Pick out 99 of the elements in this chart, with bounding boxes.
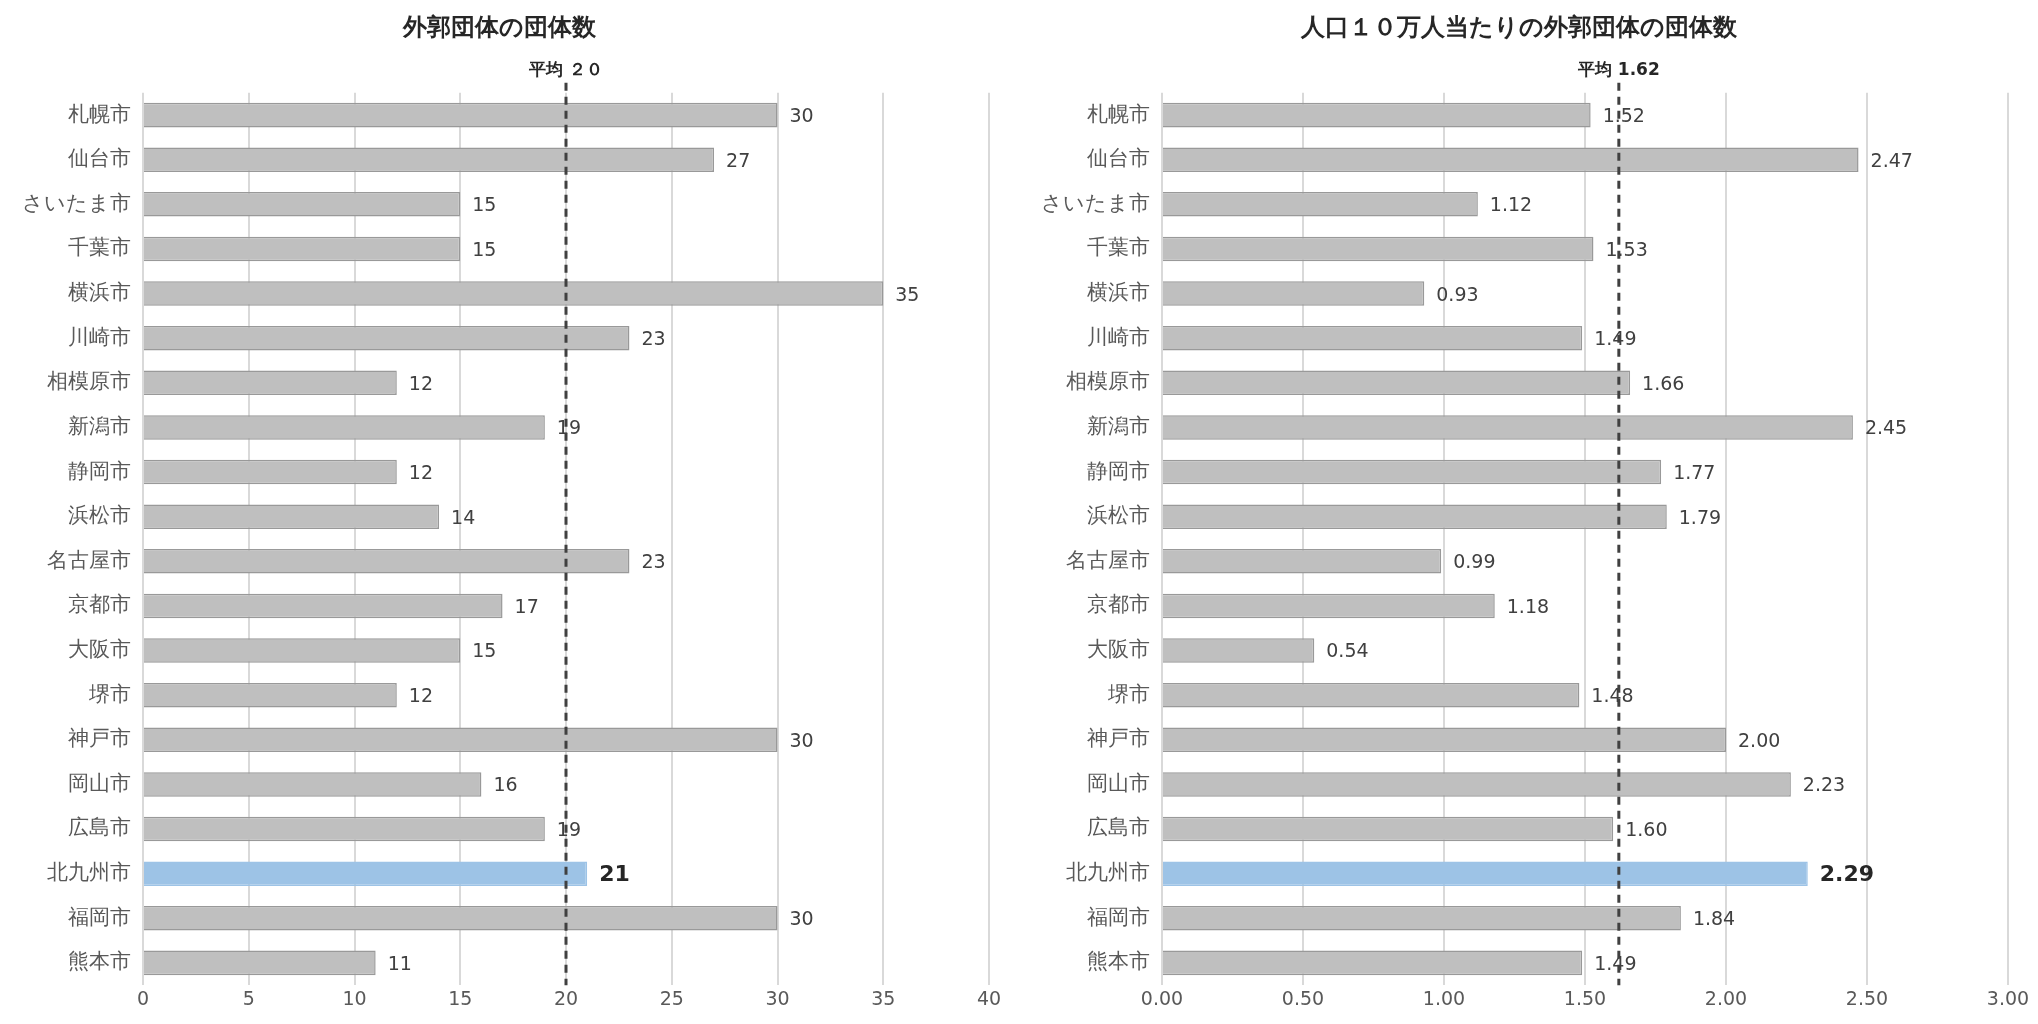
data-label: 30 (789, 907, 814, 930)
data-label: 30 (789, 104, 814, 127)
y-tick-label: さいたま市 (1041, 190, 1150, 215)
y-tick-label: 堺市 (88, 681, 131, 706)
y-tick-label: 名古屋市 (47, 547, 131, 572)
data-label: 1.48 (1591, 684, 1634, 707)
y-tick-label: 堺市 (1107, 681, 1150, 706)
data-label: 1.60 (1625, 817, 1668, 840)
data-label: 23 (641, 327, 666, 350)
data-label: 0.99 (1453, 550, 1496, 573)
y-tick-label: 札幌市 (1087, 101, 1150, 126)
y-tick-label: 千葉市 (68, 235, 131, 260)
y-tick-label: 札幌市 (68, 101, 131, 126)
y-tick-label: 岡山市 (68, 770, 131, 795)
y-tick-label: 神戸市 (1087, 726, 1150, 751)
y-tick-label: 仙台市 (68, 146, 131, 171)
data-label: 15 (472, 193, 497, 216)
y-tick-label: 岡山市 (1087, 770, 1150, 795)
x-tick-label: 0.00 (1140, 986, 1184, 1009)
y-tick-label: 神戸市 (68, 726, 131, 751)
data-label: 14 (451, 505, 476, 528)
x-tick-label: 1.50 (1563, 986, 1607, 1009)
ref-line-label: 平均 ２０ (528, 58, 603, 79)
y-tick-label: 川崎市 (68, 324, 131, 349)
data-label: 15 (472, 237, 497, 260)
data-label: 16 (493, 773, 518, 796)
y-tick-label: 広島市 (68, 815, 131, 840)
y-tick-label: 名古屋市 (1066, 547, 1150, 572)
y-tick-label: 相模原市 (47, 369, 131, 394)
y-tick-label: 仙台市 (1087, 146, 1150, 171)
ref-line-label: 平均 1.62 (1576, 58, 1660, 79)
y-tick-label: 千葉市 (1087, 235, 1150, 260)
data-label: 21 (599, 861, 630, 887)
data-label: 1.66 (1642, 371, 1685, 394)
data-label: 30 (789, 728, 814, 751)
data-label: 15 (472, 639, 497, 662)
data-label: 2.47 (1870, 148, 1913, 171)
y-tick-label: 熊本市 (68, 949, 131, 974)
y-tick-label: 静岡市 (1087, 458, 1150, 483)
data-label: 1.77 (1673, 461, 1716, 484)
data-label: 2.45 (1864, 416, 1908, 439)
y-tick-label: 広島市 (1087, 815, 1150, 840)
y-tick-label: 新潟市 (68, 413, 131, 438)
data-label: 12 (408, 684, 433, 707)
x-tick-label: 1.00 (1422, 986, 1466, 1009)
data-label: 1.18 (1506, 594, 1550, 617)
x-tick-label: 40 (976, 986, 1002, 1009)
x-tick-label: 20 (553, 986, 579, 1009)
data-label: 2.29 (1819, 861, 1875, 887)
y-tick-label: 福岡市 (1087, 904, 1150, 929)
data-label: 1.52 (1602, 104, 1645, 127)
x-tick-label: 5 (242, 986, 255, 1009)
data-label: 17 (514, 594, 539, 617)
data-label: 0.93 (1436, 282, 1479, 305)
x-tick-label: 2.50 (1845, 986, 1889, 1009)
y-tick-label: 京都市 (1087, 592, 1150, 617)
y-tick-label: 相模原市 (1066, 369, 1150, 394)
data-label: 2.00 (1738, 728, 1781, 751)
x-tick-label: 30 (765, 986, 790, 1009)
data-label: 11 (387, 951, 412, 974)
y-tick-label: 新潟市 (1087, 413, 1150, 438)
y-tick-label: 北九州市 (47, 860, 131, 885)
y-tick-label: 熊本市 (1087, 949, 1150, 974)
y-tick-label: さいたま市 (22, 190, 131, 215)
y-tick-label: 浜松市 (1087, 503, 1150, 528)
data-label: 1.79 (1678, 505, 1722, 528)
data-label: 2.23 (1802, 773, 1846, 796)
x-tick-label: 2.00 (1704, 986, 1748, 1009)
y-tick-label: 川崎市 (1087, 324, 1150, 349)
x-tick-label: 35 (871, 986, 896, 1009)
y-tick-label: 大阪市 (68, 637, 131, 661)
chart-title: 人口１０万人当たりの外郭団体の団体数 (1299, 12, 1738, 41)
y-tick-label: 北九州市 (1066, 860, 1150, 885)
x-tick-label: 10 (342, 986, 367, 1009)
data-label: 27 (726, 148, 751, 171)
data-label: 35 (895, 282, 920, 305)
x-tick-label: 0 (136, 986, 150, 1009)
data-label: 1.12 (1489, 193, 1533, 216)
x-tick-label: 0.50 (1281, 986, 1325, 1009)
y-tick-label: 大阪市 (1087, 637, 1150, 661)
y-tick-label: 福岡市 (68, 904, 131, 929)
data-label: 19 (556, 416, 582, 439)
data-label: 19 (556, 817, 582, 840)
chart-title: 外郭団体の団体数 (402, 12, 597, 41)
y-tick-label: 浜松市 (68, 503, 131, 528)
data-label: 12 (408, 371, 433, 394)
y-tick-label: 横浜市 (68, 280, 131, 305)
x-tick-label: 25 (659, 986, 684, 1009)
y-tick-label: 横浜市 (1087, 280, 1150, 305)
x-tick-label: 3.00 (1986, 986, 2030, 1009)
data-label: 1.49 (1594, 327, 1637, 350)
data-label: 12 (408, 461, 433, 484)
y-tick-label: 静岡市 (68, 458, 131, 483)
x-tick-label: 15 (448, 986, 473, 1009)
data-label: 1.53 (1605, 237, 1648, 260)
data-label: 0.54 (1326, 639, 1369, 662)
data-label: 23 (641, 550, 666, 573)
y-tick-label: 京都市 (68, 592, 131, 617)
data-label: 1.84 (1692, 907, 1736, 930)
